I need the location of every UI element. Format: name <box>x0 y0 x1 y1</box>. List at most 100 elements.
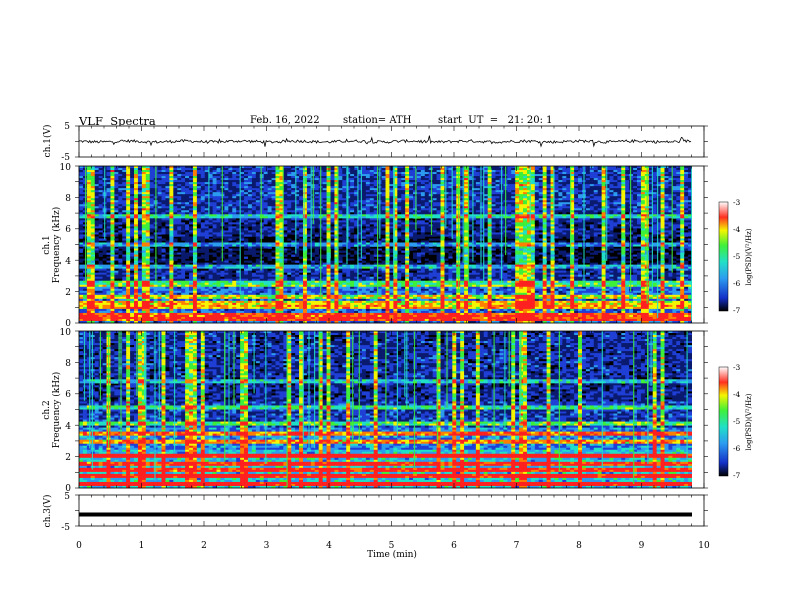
spectrogram-cell <box>530 188 536 191</box>
spectrogram-cell <box>585 166 591 169</box>
spectrogram-cell <box>287 224 292 227</box>
spectrogram-cell <box>605 192 610 195</box>
spectrogram-cell <box>585 168 591 171</box>
spectrogram-cell <box>361 214 367 217</box>
spectrogram-cell <box>538 206 543 209</box>
spectrogram-cell <box>247 186 253 189</box>
spectrogram-cell <box>660 166 665 169</box>
spectrogram-cell <box>609 184 614 187</box>
spectrogram-cell <box>302 206 308 209</box>
spectrogram-cell <box>448 208 453 211</box>
spectrogram-cell <box>177 224 182 227</box>
spectrogram-cell <box>483 170 488 173</box>
spectrogram-cell <box>326 180 331 183</box>
spectrogram-cell <box>145 220 151 223</box>
spectrogram-cell <box>621 168 626 171</box>
spectrogram-cell <box>157 212 162 215</box>
spectrogram-cell <box>566 168 571 171</box>
spectrogram-cell <box>652 200 657 203</box>
spectrogram-cell <box>271 166 276 169</box>
spectrogram-cell <box>625 170 630 173</box>
spectrogram-cell <box>137 218 143 221</box>
spectrogram-cell <box>302 188 308 191</box>
spectrogram-cell <box>208 194 213 197</box>
spectrogram-cell <box>656 174 661 177</box>
spectrogram-cell <box>554 216 559 219</box>
spectrogram-cell <box>232 214 237 217</box>
spectrogram-cell <box>625 212 630 215</box>
spectrogram-cell <box>385 172 390 175</box>
spectrogram-cell <box>212 192 217 195</box>
spectrogram-cell <box>460 190 465 193</box>
spectrogram-cell <box>538 226 543 229</box>
spectrogram-cell <box>680 184 685 187</box>
station-label: station= ATH <box>343 115 411 126</box>
spectrogram-cell <box>141 184 147 187</box>
spectrogram-cell <box>236 202 241 205</box>
spectrogram-cell <box>326 218 331 221</box>
spectrogram-cell <box>460 184 465 187</box>
spectrogram-cell <box>468 172 473 175</box>
spectrogram-cell <box>271 222 276 225</box>
spectrogram-cell <box>149 228 154 231</box>
spectrogram-cell <box>259 192 264 195</box>
spectrogram-cell <box>640 222 646 225</box>
spectrogram-cell <box>515 168 520 171</box>
spectrogram-cell <box>409 192 414 195</box>
spectrogram-cell <box>597 222 602 225</box>
spectrogram-cell <box>169 212 174 215</box>
spectrogram-cell <box>491 182 496 185</box>
spectrogram-cell <box>192 176 198 179</box>
spectrogram-cell <box>409 182 414 185</box>
spectrogram-cell <box>90 188 96 191</box>
spectrogram-cell <box>224 182 229 185</box>
spectrogram-cell <box>601 216 606 219</box>
spectrogram-cell <box>244 208 249 211</box>
spectrogram-cell <box>523 174 528 177</box>
spectrogram-cell <box>259 190 264 193</box>
spectrogram-cell <box>393 222 398 225</box>
spectrogram-cell <box>232 194 237 197</box>
spectrogram-cell <box>236 206 241 209</box>
spectrogram-cell <box>98 210 103 213</box>
spectrogram-cell <box>232 184 237 187</box>
spectrogram-cell <box>212 184 217 187</box>
spectrogram-cell <box>259 174 264 177</box>
spectrogram-cell <box>621 166 626 169</box>
spectrogram-cell <box>295 186 300 189</box>
spectrogram-cell <box>283 184 288 187</box>
spectrogram-cell <box>409 200 414 203</box>
spectrogram-cell <box>511 182 516 185</box>
spectrogram-cell <box>255 222 261 225</box>
spectrogram-cell <box>566 220 571 223</box>
spectrogram-cell <box>585 208 591 211</box>
spectrogram-cell <box>613 176 618 179</box>
spectrogram-cell <box>401 186 406 189</box>
spectrogram-cell <box>192 196 198 199</box>
spectrogram-cell <box>409 208 414 211</box>
spectrogram-cell <box>444 184 449 187</box>
spectrogram-cell <box>495 200 500 203</box>
spectrogram-cell <box>640 226 646 229</box>
spectrogram-cell <box>542 186 547 189</box>
spectrogram-cell <box>680 212 685 215</box>
spectrogram-cell <box>118 172 123 175</box>
spectrogram-cell <box>413 172 418 175</box>
spectrogram-cell <box>137 200 143 203</box>
spectrogram-cell <box>157 206 162 209</box>
spectrogram-cell <box>676 208 681 211</box>
spectrogram-cell <box>338 170 343 173</box>
spectrogram-cell <box>428 188 433 191</box>
spectrogram-cell <box>275 208 280 211</box>
spectrogram-cell <box>416 186 422 189</box>
spectrogram-cell <box>240 216 245 219</box>
spectrogram-cell <box>228 192 233 195</box>
spectrogram-cell <box>236 204 241 207</box>
spectrogram-cell <box>130 172 135 175</box>
spectrogram-cell <box>118 220 123 223</box>
spectrogram-cell <box>546 170 551 173</box>
spectrogram-cell <box>90 178 96 181</box>
spectrogram-cell <box>247 170 253 173</box>
spectrogram-cell <box>676 172 681 175</box>
spectrogram-cell <box>523 196 528 199</box>
